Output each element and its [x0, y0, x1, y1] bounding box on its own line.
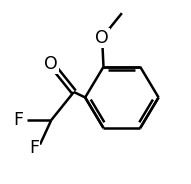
Text: F: F	[13, 111, 23, 129]
Text: O: O	[95, 29, 109, 47]
Text: F: F	[29, 139, 39, 157]
Text: O: O	[44, 55, 58, 73]
